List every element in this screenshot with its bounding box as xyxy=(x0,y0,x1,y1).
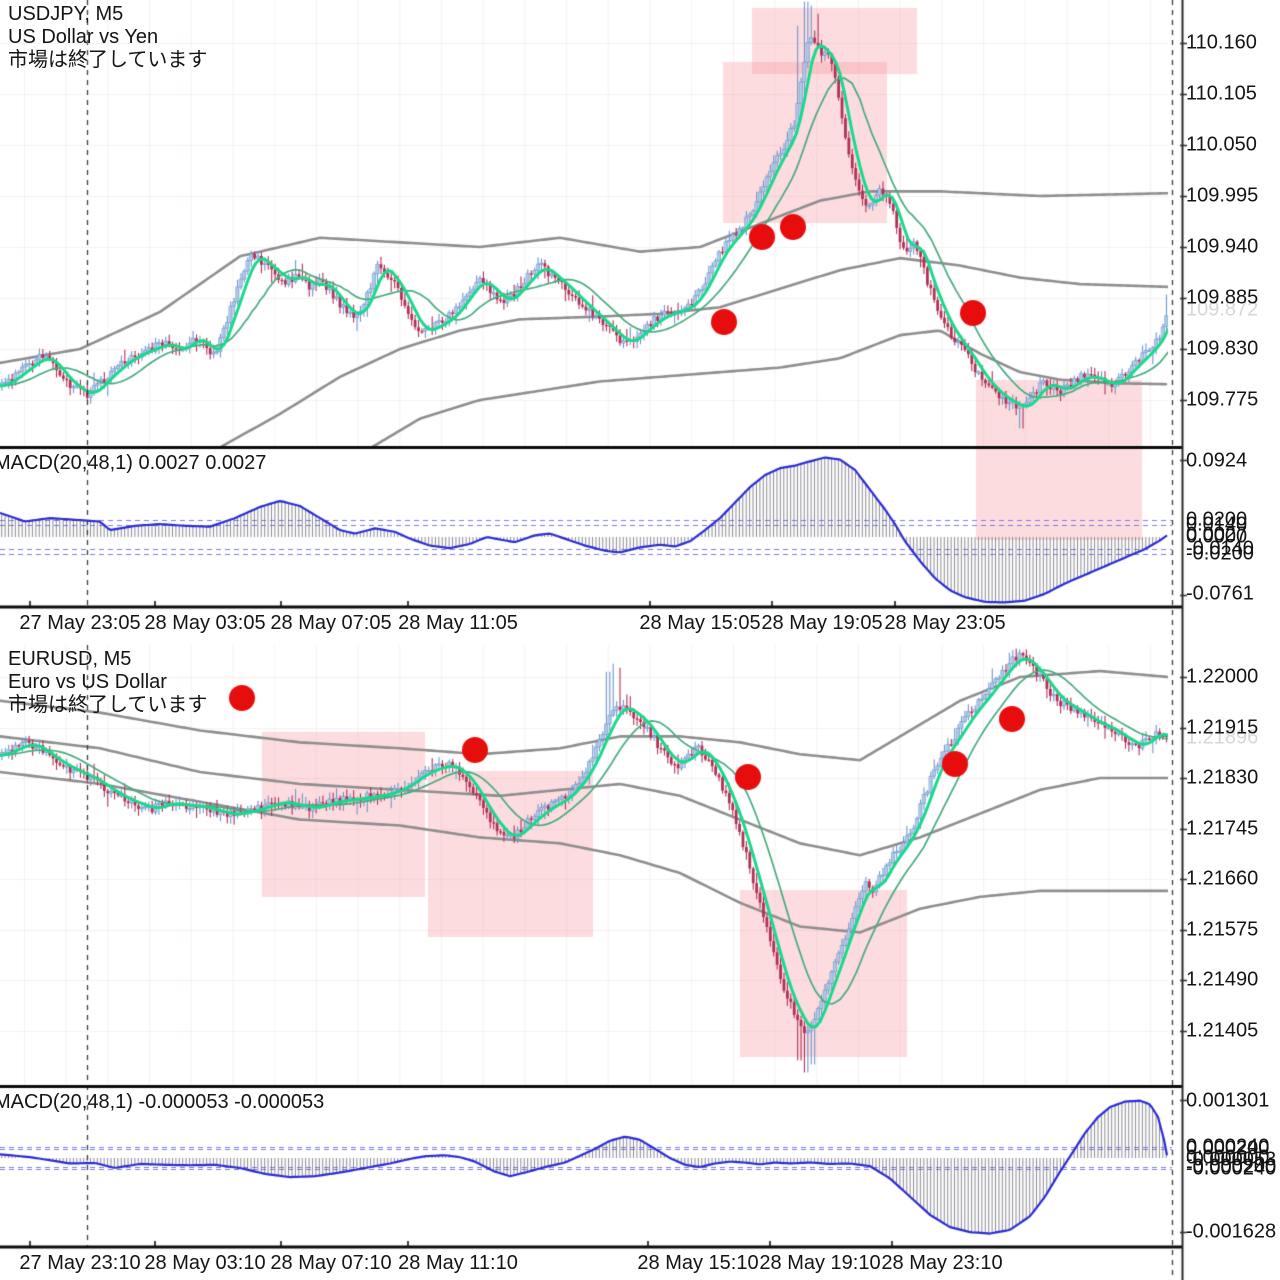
trading-app-window: USDJPY, M5 US Dollar vs Yen 市場は終了しています E… xyxy=(0,0,1280,1280)
trading-charts-canvas[interactable] xyxy=(0,0,1280,1280)
